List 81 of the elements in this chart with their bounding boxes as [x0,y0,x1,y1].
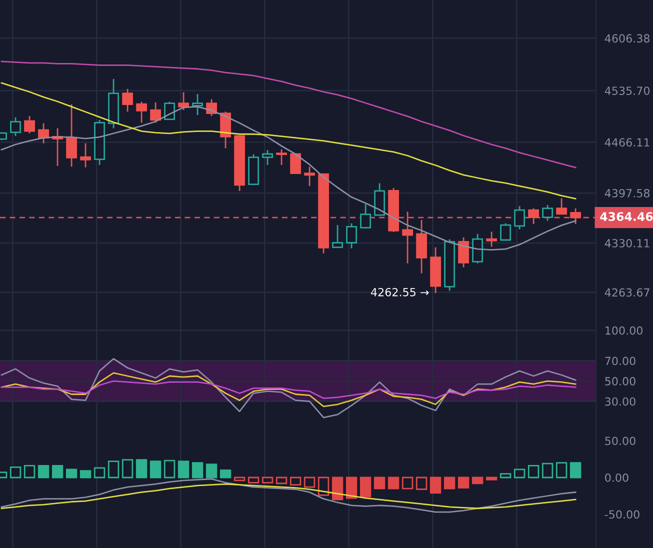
candlestick [80,142,91,168]
bar [192,462,204,478]
line-series [0,358,576,418]
line-series [0,372,576,408]
candlestick [192,93,203,116]
candlestick [122,88,133,112]
bar [388,476,400,490]
candlestick [136,101,147,124]
bar [542,462,554,478]
candlestick [262,149,274,166]
bar [444,476,456,490]
y-tick-label: 100.00 [606,326,642,335]
bar [10,466,22,478]
candlestick [458,236,470,268]
candlestick [178,92,189,111]
y-tick-label: 50.00 [605,377,636,386]
bar [136,459,148,478]
candlestick [360,204,372,229]
line-series [0,483,576,510]
y-tick-label: 50.00 [605,436,636,446]
y-tick-label: 30.00 [605,397,636,406]
bar [430,476,442,494]
bar [374,476,386,490]
line-series [0,478,576,513]
bar [556,462,568,478]
candlestick [500,222,512,242]
bar [486,476,498,480]
bar [332,476,344,500]
bar [360,476,372,498]
candlestick [332,224,344,248]
y-tick-label: 4466.11 [604,138,650,147]
y-tick-label: 4535.70 [604,86,650,95]
bar [528,465,540,478]
candlestick [164,101,175,121]
bar [206,464,218,478]
y-tick-label: 70.00 [605,356,636,366]
bar [500,473,512,478]
bar [570,462,582,478]
candlestick [556,198,568,215]
candlestick [150,102,161,124]
bar [38,465,50,478]
bar [472,476,484,484]
candlestick [276,148,288,166]
candlestick [10,116,21,137]
candlestick [542,204,554,222]
ref-line-label: 4364.46 [600,212,653,221]
bar [164,460,176,478]
candlestick [66,104,77,168]
candlestick [472,233,484,264]
candlestick [304,166,316,187]
candlestick [486,231,498,248]
line-series [0,60,576,168]
bar [80,470,92,478]
candlestick [514,205,526,230]
candlestick [528,208,540,225]
candlestick [402,210,414,264]
bar [52,465,64,478]
y-tick-label: 4606.38 [604,34,650,43]
y-tick-label: -50.00 [604,510,640,519]
y-tick-label: 0.00 [605,473,628,482]
candlestick [416,219,428,274]
y-tick-label: 4397.58 [604,188,650,198]
bar [514,468,526,478]
bar [108,460,120,478]
bar [220,469,232,478]
bar [458,476,470,488]
bar [66,468,78,478]
candlestick [24,115,35,134]
y-tick-label: 4263.67 [604,288,650,297]
bar [24,465,36,478]
y-tick-label: 4330.11 [604,239,650,248]
bar [178,460,190,478]
bar [150,460,162,478]
candlestick [346,222,358,249]
line-series [0,82,576,200]
bar [346,476,358,499]
bar [122,459,134,478]
bar [94,467,106,478]
candlestick [570,208,582,225]
annotation: 4262.55 → [371,288,429,296]
line-series [0,380,576,399]
